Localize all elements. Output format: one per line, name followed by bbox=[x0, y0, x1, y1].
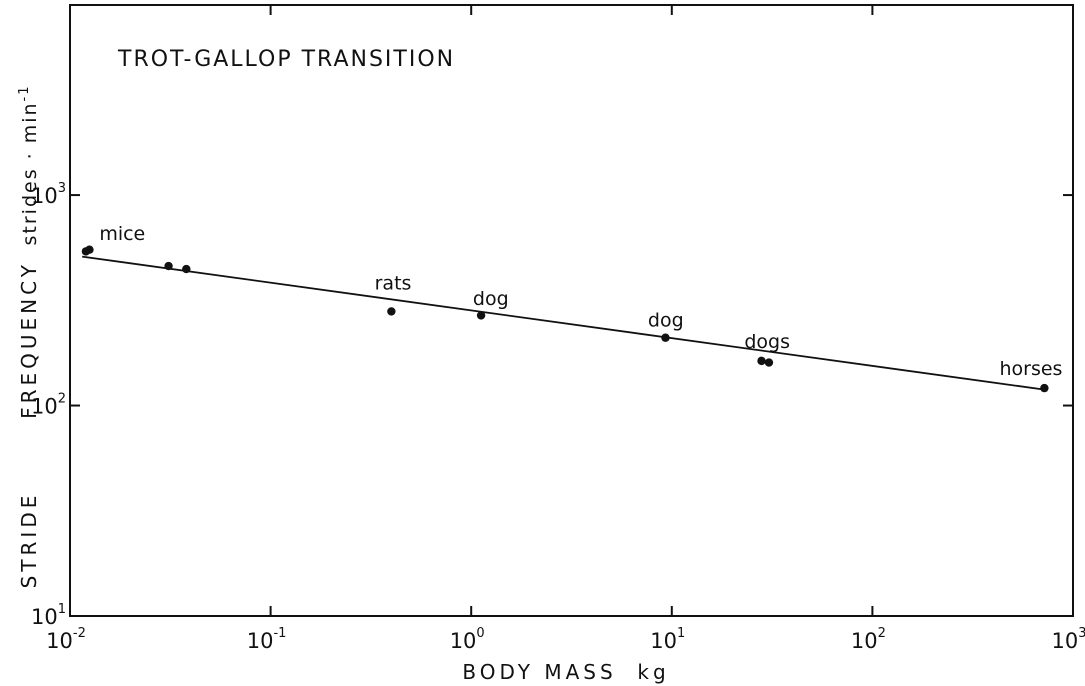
regression-line bbox=[82, 255, 1045, 391]
plot-frame bbox=[69, 4, 1074, 617]
x-tick-label-exponent: 0 bbox=[476, 626, 484, 641]
point-label: rats bbox=[375, 273, 412, 295]
x-tick-label-base: 10 bbox=[650, 629, 677, 653]
data-point bbox=[164, 261, 173, 271]
point-annotations: mice rats dog dog dogs horses bbox=[99, 223, 1062, 380]
x-tick-label-exponent: 3 bbox=[1078, 626, 1085, 641]
data-point bbox=[182, 264, 191, 274]
data-point bbox=[476, 311, 486, 320]
y-tick-label-base: 10 bbox=[31, 395, 58, 419]
data-point bbox=[661, 333, 670, 342]
axis-ticks bbox=[70, 5, 1073, 616]
x-tick-label-base: 10 bbox=[46, 629, 73, 653]
point-label: dogs bbox=[744, 331, 790, 353]
point-label: horses bbox=[999, 358, 1062, 380]
y-tick-label-exponent: 1 bbox=[58, 602, 66, 617]
x-tick-label: 102 bbox=[851, 626, 886, 653]
data-point bbox=[764, 358, 774, 367]
x-tick-label: 100 bbox=[450, 626, 485, 653]
point-label: dog bbox=[648, 310, 684, 332]
x-tick-label: 10-1 bbox=[247, 626, 287, 653]
y-axis-title-units: strides · min-1 bbox=[17, 84, 41, 245]
x-tick-label-base: 10 bbox=[1051, 629, 1078, 653]
data-point bbox=[757, 356, 766, 366]
x-tick-label: 103 bbox=[1051, 626, 1085, 653]
y-tick-label-exponent: 2 bbox=[58, 392, 66, 407]
point-label: dog bbox=[473, 288, 509, 310]
data-point bbox=[85, 245, 94, 254]
x-tick-label-base: 10 bbox=[247, 629, 274, 653]
y-tick-label-base: 10 bbox=[31, 605, 58, 629]
y-axis-units-text: strides · min bbox=[19, 101, 41, 245]
y-axis-title-stride: STRIDE bbox=[17, 492, 41, 589]
x-tick-label-exponent: 1 bbox=[677, 626, 685, 641]
x-tick-label: 10-2 bbox=[46, 626, 86, 653]
y-tick-label-exponent: 3 bbox=[58, 181, 66, 196]
x-tick-label: 101 bbox=[650, 626, 685, 653]
y-tick-label: 102 bbox=[31, 392, 66, 419]
x-tick-label-base: 10 bbox=[450, 629, 477, 653]
data-points bbox=[81, 245, 1049, 393]
x-tick-label-exponent: -2 bbox=[73, 626, 86, 641]
y-tick-label: 101 bbox=[31, 602, 66, 629]
data-point bbox=[1040, 383, 1049, 393]
y-tick-label-base: 10 bbox=[31, 184, 58, 208]
y-axis-units-exponent: -1 bbox=[17, 84, 32, 101]
plot-border bbox=[69, 4, 1074, 617]
y-tick-label: 103 bbox=[31, 181, 66, 208]
x-tick-label-exponent: 2 bbox=[878, 626, 886, 641]
data-point bbox=[387, 307, 396, 316]
x-axis-title: BODY MASS kg bbox=[462, 660, 669, 684]
x-tick-label-base: 10 bbox=[851, 629, 878, 653]
point-label: mice bbox=[99, 223, 145, 245]
chart-title: TROT-GALLOP TRANSITION bbox=[117, 47, 455, 72]
x-tick-label-exponent: -1 bbox=[273, 626, 286, 641]
y-axis-title-frequency: FREQUENCY bbox=[17, 261, 41, 419]
fit-line-group bbox=[82, 255, 1045, 391]
